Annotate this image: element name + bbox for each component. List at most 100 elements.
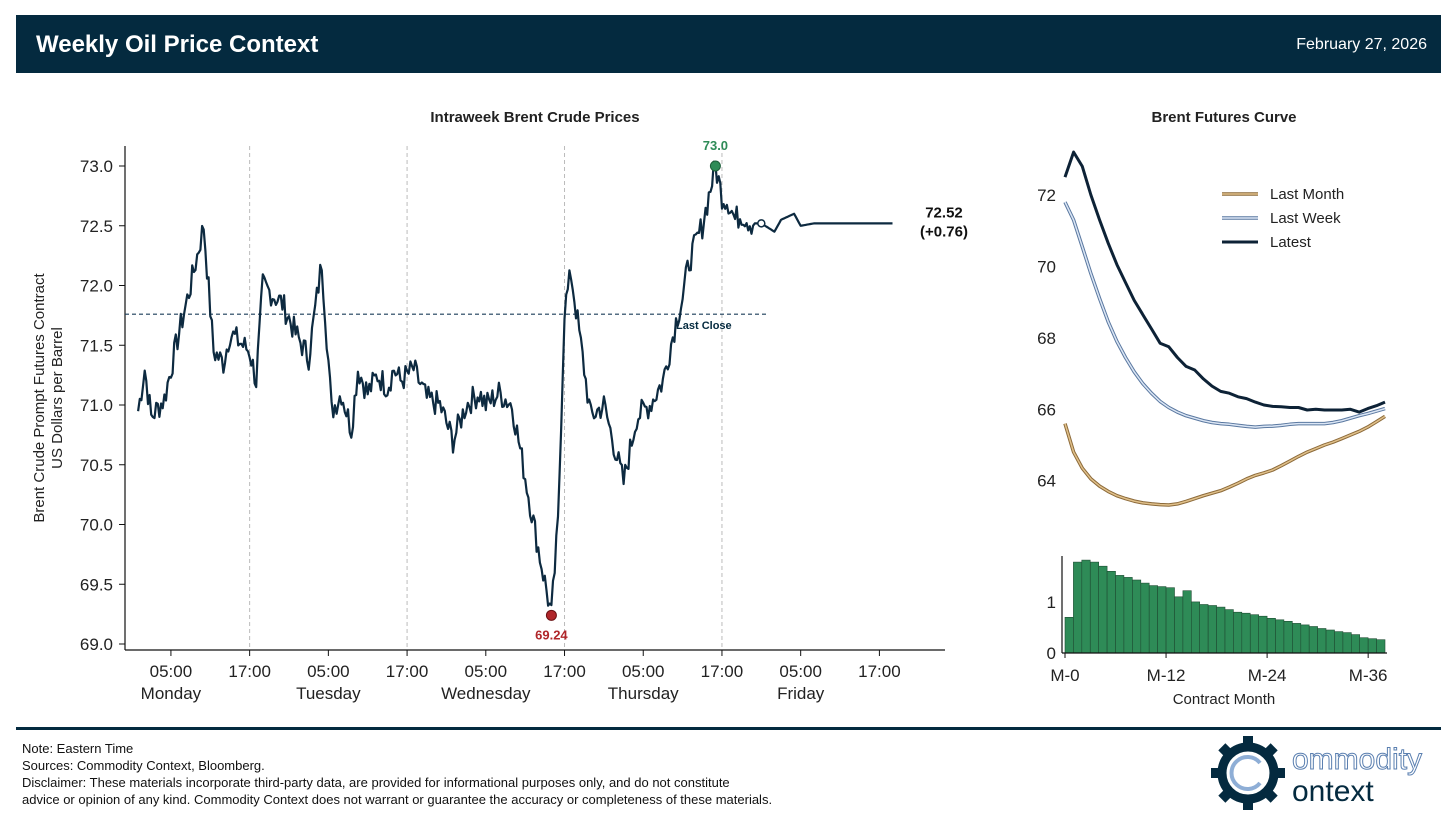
latest-curve (1063, 150, 1386, 414)
bar-M-5 (1106, 570, 1116, 654)
bar-x-ticks: M-0 M-12 M-24 M-36 (1050, 653, 1388, 685)
y-tick-label: 72.5 (80, 217, 113, 236)
y-tick-label: 70.5 (80, 456, 113, 475)
intraweek-y-label-line1: Brent Crude Prompt Futures Contract (31, 273, 48, 523)
x-tick-time: 05:00 (465, 662, 508, 681)
last-price-label: 72.52 (925, 204, 963, 221)
x-tick-time: 17:00 (386, 662, 429, 681)
bar-y-ticks: 10 (1047, 593, 1056, 663)
bar-M-9 (1140, 582, 1150, 654)
bar-M-1 (1073, 561, 1083, 654)
y-tick-label: 69.5 (80, 575, 113, 594)
last-month-curve (1063, 414, 1386, 507)
spread-bar-chart (1064, 559, 1386, 654)
footer-sources: Sources: Commodity Context, Bloomberg. (22, 758, 265, 773)
bar-M-33 (1342, 632, 1352, 654)
footer-disclaimer-1: Disclaimer: These materials incorporate … (22, 775, 730, 790)
bar-M-11 (1157, 586, 1167, 654)
x-tick-time: 17:00 (701, 662, 744, 681)
bar-M-29 (1308, 626, 1318, 654)
bar-M-14 (1182, 590, 1192, 654)
gear-icon (1211, 736, 1285, 810)
bar-M-6 (1115, 575, 1125, 654)
x-tick-time: 05:00 (779, 662, 822, 681)
x-tick-time: 17:00 (228, 662, 271, 681)
bar-M-12 (1165, 587, 1175, 654)
last-price-change: (+0.76) (920, 223, 968, 240)
y-tick-label: 70.0 (80, 516, 113, 535)
bar-M-8 (1132, 579, 1142, 654)
bar-M-32 (1334, 631, 1344, 654)
curve-y-tick-label: 72 (1037, 186, 1056, 205)
legend-label: Last Week (1270, 210, 1341, 227)
curve-y-tick-label: 68 (1037, 329, 1056, 348)
futures-curve-y-ticks: 72 70 68 66 64 (1037, 186, 1056, 491)
bar-M-21 (1241, 612, 1251, 654)
x-tick-day: Tuesday (296, 684, 361, 703)
brent-price-line (137, 160, 893, 607)
intraweek-y-ticks: 73.0 72.5 72.0 71.5 71.0 70.5 70.0 69.5 69.0 (80, 157, 125, 654)
intraweek-x-ticks: 05:00 Monday 17:00 05:00 Tuesday 17:00 05:00 We… (141, 650, 901, 703)
bar-M-24 (1266, 617, 1276, 654)
legend-label: Last Month (1270, 186, 1344, 203)
footer-disclaimer-2: advice or opinion of any kind. Commodity… (22, 792, 773, 807)
y-tick-label: 71.0 (80, 396, 113, 415)
y-tick-label: 72.0 (80, 277, 113, 296)
legend-label: Latest (1270, 234, 1312, 251)
bar-M-28 (1300, 624, 1310, 654)
bar-M-27 (1292, 623, 1302, 654)
bar-M-3 (1090, 561, 1100, 654)
x-tick-time: 17:00 (543, 662, 586, 681)
last-month-curve-fill (1064, 415, 1386, 506)
footer: Note: Eastern Time Sources: Commodity Co… (22, 740, 772, 808)
bar-x-tick-label: M-12 (1147, 666, 1186, 685)
bar-M-25 (1275, 619, 1285, 654)
low-label: 69.24 (535, 627, 568, 642)
bar-M-0 (1064, 616, 1074, 654)
page-title: Weekly Oil Price Context (36, 31, 319, 58)
bar-M-34 (1351, 634, 1361, 654)
footer-note: Note: Eastern Time (22, 741, 134, 756)
bar-M-23 (1258, 615, 1268, 654)
x-tick-day: Monday (141, 684, 202, 703)
bar-x-tick-label: M-0 (1050, 666, 1079, 685)
bar-M-18 (1216, 606, 1226, 654)
bar-M-2 (1081, 559, 1091, 654)
x-tick-day: Friday (777, 684, 825, 703)
last-week-curve-fill (1064, 201, 1386, 428)
x-tick-time: 05:00 (622, 662, 665, 681)
bar-M-26 (1283, 620, 1293, 654)
curve-y-tick-label: 66 (1037, 400, 1056, 419)
y-tick-label: 71.5 (80, 336, 113, 355)
curve-y-tick-label: 64 (1037, 472, 1056, 491)
bar-M-19 (1224, 609, 1234, 654)
commodity-context-logo: ommodity ontext (1211, 736, 1423, 810)
bar-M-4 (1098, 565, 1108, 654)
report-date: February 27, 2026 (1296, 36, 1427, 53)
bar-x-tick-label: M-36 (1349, 666, 1388, 685)
x-tick-time: 05:00 (150, 662, 193, 681)
intraweek-title: Intraweek Brent Crude Prices (430, 109, 639, 126)
bar-M-37 (1376, 639, 1386, 654)
last-close-label: Last Close (676, 320, 732, 332)
high-marker (709, 160, 721, 172)
y-tick-label: 73.0 (80, 157, 113, 176)
bar-M-36 (1367, 638, 1377, 654)
x-tick-day: Wednesday (441, 684, 531, 703)
last-price-marker (757, 219, 766, 228)
low-marker (545, 609, 557, 621)
intraweek-y-label-line2: US Dollars per Barrel (49, 327, 66, 469)
intraweek-gridlines (249, 146, 723, 650)
x-tick-time: 05:00 (307, 662, 350, 681)
bar-M-17 (1207, 605, 1217, 654)
logo-word-2: ontext (1292, 775, 1374, 808)
header-banner: Weekly Oil Price Context February 27, 20… (16, 15, 1441, 73)
bar-M-7 (1123, 577, 1133, 654)
futures-curve-title: Brent Futures Curve (1151, 109, 1296, 126)
bar-M-20 (1233, 611, 1243, 654)
bar-M-15 (1191, 601, 1201, 654)
bar-M-35 (1359, 637, 1369, 654)
charts-area: Intraweek Brent Crude Prices 73.0 72.5 72.… (31, 109, 1388, 708)
footer-divider (16, 727, 1441, 730)
bar-x-label: Contract Month (1173, 691, 1276, 708)
